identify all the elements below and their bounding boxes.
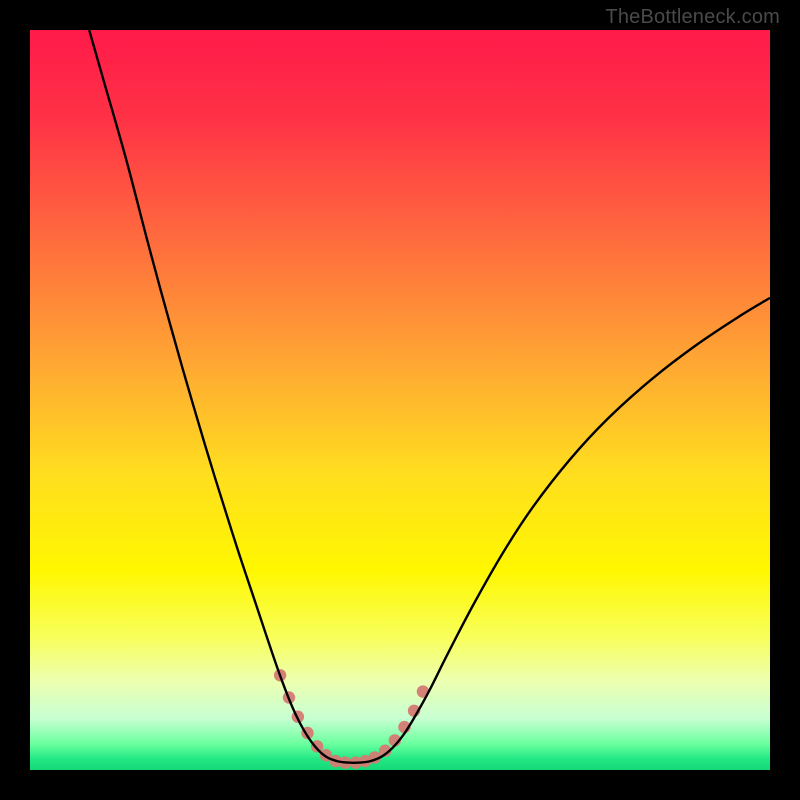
plot-area — [30, 30, 770, 770]
bottleneck-curve — [89, 30, 770, 763]
curve-layer — [30, 30, 770, 770]
watermark-text: TheBottleneck.com — [605, 6, 780, 29]
